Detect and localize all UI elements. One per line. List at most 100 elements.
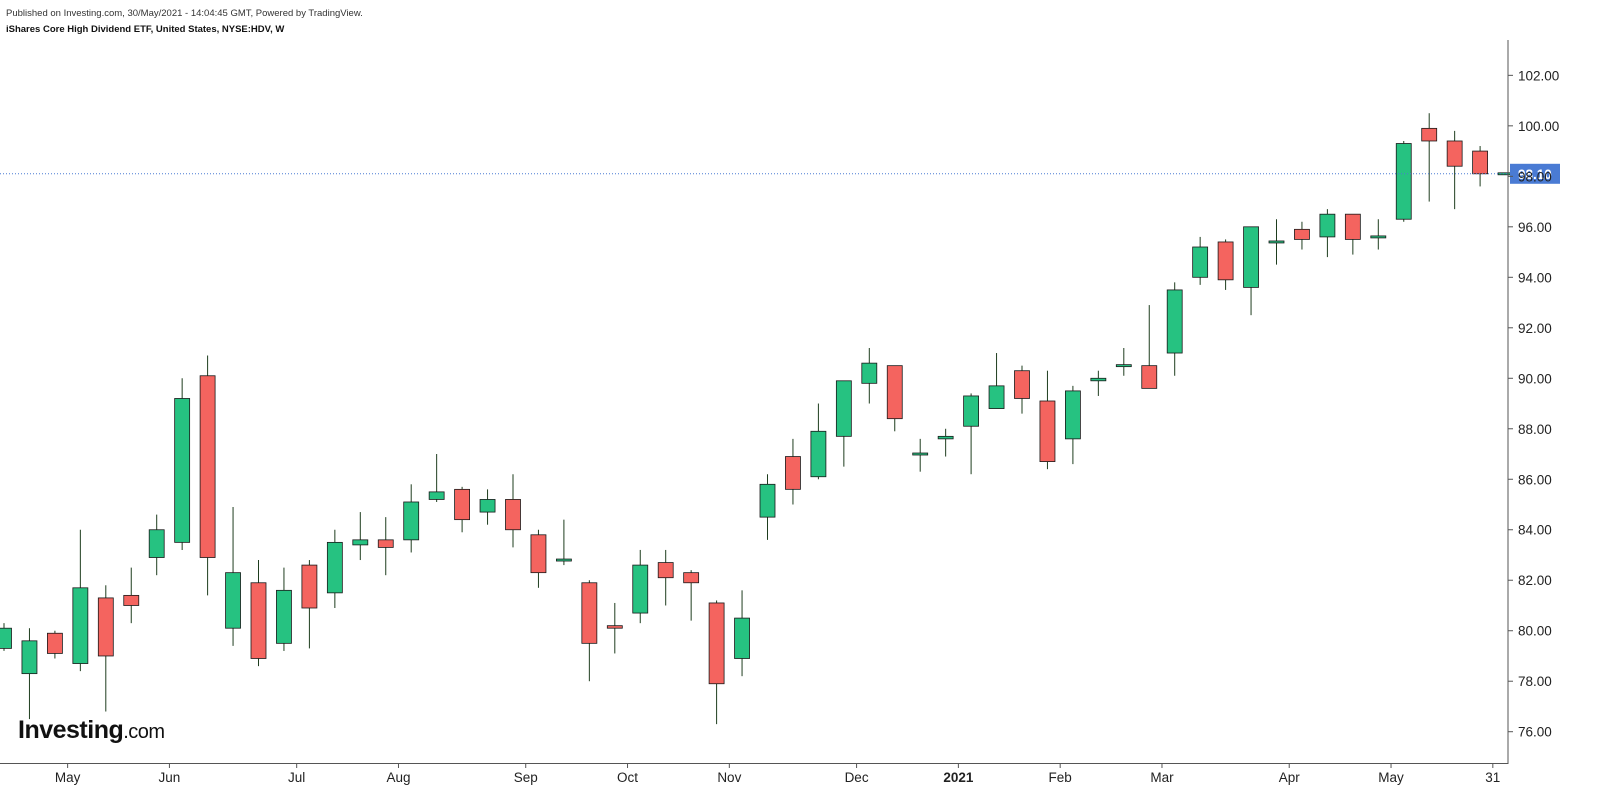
y-tick-label: 78.00 <box>1518 674 1552 689</box>
x-tick-label: Jun <box>159 770 181 785</box>
axis-layer: 76.00 78.00 80.00 82.00 84.00 86.00 88.00 90.00… <box>0 40 1559 785</box>
candle-body-up <box>632 564 649 614</box>
candle-body-down <box>1014 370 1030 399</box>
candle-body-up <box>1166 289 1183 354</box>
x-tick-label: 31 <box>1485 770 1500 785</box>
y-tick-label: 76.00 <box>1518 725 1552 740</box>
candle-body-down <box>1421 127 1438 142</box>
candle-body-down <box>1344 213 1361 240</box>
candle-body-up <box>148 529 165 558</box>
candle-body-up <box>1065 390 1081 440</box>
x-tick-label: Jul <box>288 770 305 785</box>
price-line-layer: 98.10 <box>0 163 1560 184</box>
candle-body-down <box>606 625 623 629</box>
candle-body-up <box>1395 143 1412 220</box>
x-tick-label: Dec <box>845 770 869 785</box>
candle-body-up <box>428 491 445 500</box>
candle-body-up <box>0 627 12 649</box>
y-tick-label: 102.00 <box>1518 68 1559 83</box>
candle-body-down <box>683 572 700 584</box>
candle-body-up <box>174 398 191 543</box>
candle-body-up <box>1370 235 1387 239</box>
last-price-label: 98.10 <box>1518 167 1552 182</box>
candle-body-up <box>1268 240 1285 244</box>
y-tick-label: 90.00 <box>1518 371 1552 386</box>
instrument-title: iShares Core High Dividend ETF, United S… <box>6 24 285 35</box>
y-tick-label: 94.00 <box>1518 270 1552 285</box>
candle-body-down <box>1217 241 1234 281</box>
candle-body-up <box>963 395 979 427</box>
candle-body-down <box>123 594 140 606</box>
candle-body-down <box>657 562 674 579</box>
candle-body-up <box>403 501 420 541</box>
candle-body-down <box>785 456 801 490</box>
y-tick-label: 86.00 <box>1518 472 1552 487</box>
candle-body-up <box>225 572 241 629</box>
candle-body-down <box>708 602 725 685</box>
candle-body-up <box>1115 364 1132 368</box>
y-tick-label: 96.00 <box>1518 220 1552 235</box>
x-tick-label: Mar <box>1150 770 1174 785</box>
y-tick-label: 100.00 <box>1518 119 1559 134</box>
y-tick-label: 80.00 <box>1518 624 1552 639</box>
candle-body-down <box>199 375 216 558</box>
candle-body-down <box>97 597 114 657</box>
y-tick-label: 88.00 <box>1518 422 1552 437</box>
y-tick-label: 98.00 <box>1518 169 1552 184</box>
x-tick-label: Nov <box>717 770 741 785</box>
candle-body-down <box>47 632 63 654</box>
candle-body-up <box>1319 213 1336 238</box>
candle-body-up <box>759 483 776 518</box>
candle-body-up <box>861 362 878 384</box>
candle-body-up <box>21 640 38 675</box>
candle-body-down <box>301 564 318 609</box>
last-price-badge <box>1510 163 1560 184</box>
logo-main: Investing <box>18 716 124 744</box>
candle-body-down <box>1472 150 1488 175</box>
candle-body-up <box>479 499 496 513</box>
candle-body-down <box>505 499 521 531</box>
candle-body-up <box>1090 377 1107 382</box>
candle-body-down <box>454 488 471 521</box>
candle-body-up <box>72 587 89 664</box>
candle-body-up <box>1192 246 1209 278</box>
x-tick-label: Aug <box>386 770 410 785</box>
x-tick-label: 2021 <box>943 770 974 785</box>
logo-suffix: .com <box>123 721 165 743</box>
bodies-layer <box>0 127 1514 685</box>
y-tick-label: 82.00 <box>1518 573 1552 588</box>
candle-body-up <box>1243 226 1259 288</box>
candle-body-up <box>912 452 929 456</box>
candle-body-up <box>326 541 343 594</box>
x-tick-label: May <box>55 770 81 785</box>
candle-body-up <box>988 385 1005 409</box>
published-note: Published on Investing.com, 30/May/2021 … <box>6 8 363 19</box>
candle-body-down <box>1141 365 1158 389</box>
y-tick-label: 84.00 <box>1518 523 1552 538</box>
candle-body-down <box>1039 400 1056 462</box>
y-tick-label: 92.00 <box>1518 321 1552 336</box>
candle-body-down <box>581 582 598 644</box>
candle-body-up <box>276 589 292 644</box>
wicks-layer <box>3 113 1481 725</box>
candle-body-up <box>835 380 852 437</box>
candle-body-down <box>1294 228 1310 240</box>
x-tick-label: Oct <box>617 770 638 785</box>
candle-body-up <box>937 435 954 440</box>
candle-body-down <box>377 539 394 548</box>
candle-body-down <box>886 365 903 420</box>
candle-body-up <box>556 558 572 562</box>
x-tick-label: May <box>1378 770 1404 785</box>
candle-body-down <box>1446 140 1463 167</box>
x-tick-label: Apr <box>1279 770 1301 785</box>
x-tick-label: Feb <box>1049 770 1072 785</box>
x-tick-label: Sep <box>514 770 538 785</box>
investing-logo: Investing.com <box>18 716 165 745</box>
candle-body-down <box>530 534 547 574</box>
candle-body-up <box>810 430 827 478</box>
candle-body-down <box>250 582 267 659</box>
candle-body-up <box>352 539 369 546</box>
candle-body-up <box>734 617 750 659</box>
